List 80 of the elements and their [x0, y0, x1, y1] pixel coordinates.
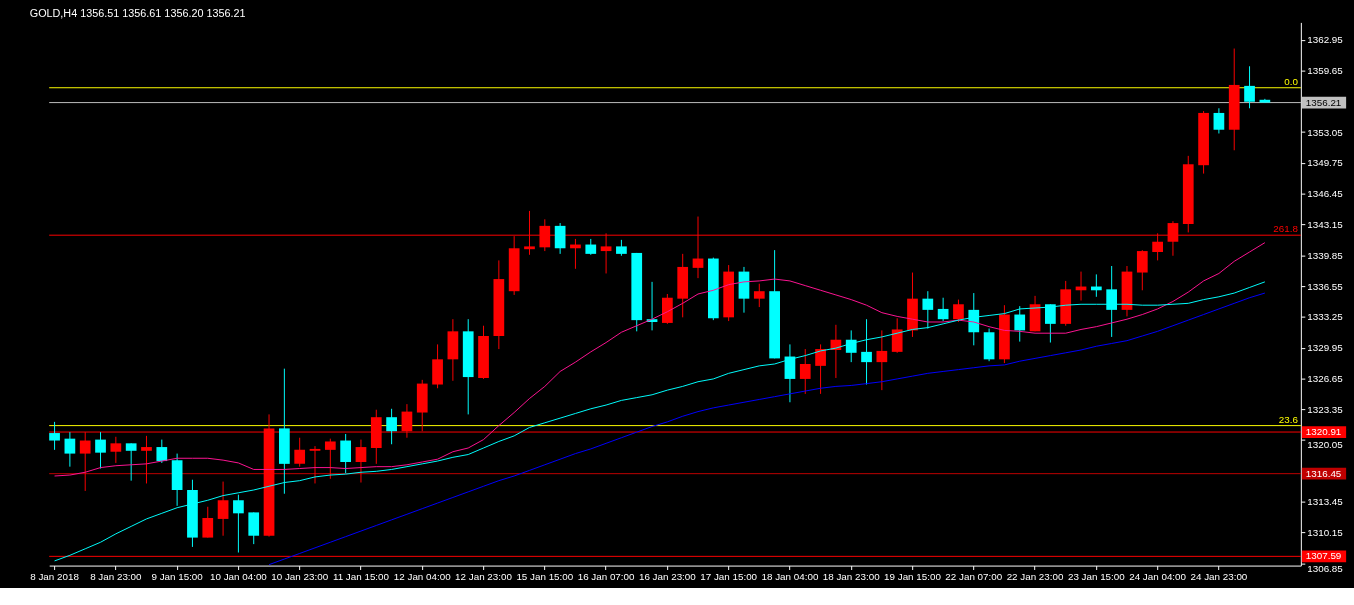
x-tick-label: 11 Jan 15:00 — [332, 570, 390, 582]
annotation: 261.8 — [1273, 223, 1299, 235]
candlestick — [876, 329, 888, 391]
candlestick — [937, 297, 949, 322]
x-tick-label: 22 Jan 07:00 — [945, 570, 1003, 582]
candlestick — [233, 494, 244, 554]
x-tick-label: 10 Jan 04:00 — [209, 570, 268, 582]
x-tick-label: 18 Jan 23:00 — [822, 570, 881, 582]
candlestick — [355, 439, 367, 484]
candlestick — [64, 431, 76, 468]
candlestick — [309, 445, 321, 484]
y-tick-label: 1306.85 — [1307, 562, 1344, 574]
y-tick-label: 1362.95 — [1307, 34, 1344, 46]
y-tick-label: 1323.35 — [1307, 403, 1344, 415]
candlestick — [125, 442, 137, 482]
y-tick-label: 1346.45 — [1307, 188, 1344, 200]
y-tick-label: 1333.25 — [1307, 311, 1344, 323]
y-tick-label: 1336.55 — [1307, 280, 1344, 292]
candlestick — [861, 318, 872, 386]
candlestick — [753, 283, 765, 308]
x-tick-label: 8 Jan 2018 — [30, 570, 80, 582]
candlestick — [141, 435, 152, 484]
candlestick — [845, 329, 857, 363]
x-tick-label: 16 Jan 23:00 — [638, 570, 697, 582]
candlestick — [799, 348, 811, 395]
candlestick — [815, 343, 826, 395]
x-tick-label: 9 Jan 15:00 — [151, 570, 204, 582]
x-tick-label: 10 Jan 23:00 — [271, 570, 329, 582]
x-tick-label: 24 Jan 04:00 — [1129, 570, 1187, 582]
y-tick-label: 1343.15 — [1307, 218, 1344, 230]
y-tick-label: 1349.75 — [1307, 157, 1344, 169]
candlestick — [156, 439, 168, 464]
candlestick — [202, 506, 214, 539]
annotation: 23.6 — [1278, 413, 1299, 425]
candlestick — [110, 436, 122, 464]
x-tick-label: 8 Jan 23:00 — [90, 570, 143, 582]
y-tick-label: 1353.05 — [1307, 126, 1344, 138]
ref-line-label: 1316.45 — [1305, 467, 1342, 479]
x-tick-label: 24 Jan 23:00 — [1190, 570, 1248, 582]
ref-line-label: 1307.59 — [1305, 550, 1342, 562]
y-tick-label: 1310.15 — [1307, 526, 1344, 538]
candlestick — [953, 299, 964, 323]
candlestick — [1045, 303, 1056, 344]
candlestick — [324, 438, 336, 480]
candlestick — [1244, 65, 1255, 109]
x-tick-label: 12 Jan 23:00 — [455, 570, 513, 582]
annotation: 0.0 — [1284, 75, 1299, 87]
candlestick — [95, 431, 106, 470]
ref-line-label: 1356.21 — [1305, 96, 1342, 108]
x-tick-label: 22 Jan 23:00 — [1006, 570, 1064, 582]
candlestick — [294, 437, 306, 468]
x-tick-label: 23 Jan 15:00 — [1067, 570, 1126, 582]
x-tick-label: 18 Jan 04:00 — [761, 570, 819, 582]
chart-title: GOLD,H4 1356.51 1356.61 1356.20 1356.21 — [29, 7, 246, 20]
line-series — [268, 292, 1266, 566]
x-tick-label: 17 Jan 15:00 — [700, 570, 758, 582]
y-tick-label: 1320.05 — [1307, 439, 1344, 451]
candlestick — [1014, 305, 1026, 343]
x-tick-label: 19 Jan 15:00 — [884, 570, 942, 582]
candlestick — [554, 222, 566, 255]
y-tick-label: 1339.85 — [1307, 249, 1344, 261]
candlestick — [49, 421, 60, 451]
x-tick-label: 15 Jan 15:00 — [516, 570, 574, 582]
ref-line-label: 1320.91 — [1305, 425, 1342, 437]
y-tick-label: 1313.45 — [1307, 496, 1344, 508]
y-tick-label: 1359.65 — [1307, 64, 1344, 76]
candlestick — [386, 408, 397, 445]
candlestick — [217, 481, 229, 537]
candlestick — [922, 290, 934, 330]
candlestick — [891, 317, 903, 354]
candlestick — [1213, 107, 1225, 134]
y-tick-label: 1329.95 — [1307, 342, 1344, 354]
candlestick — [1136, 249, 1148, 291]
x-tick-label: 16 Jan 07:00 — [577, 570, 636, 582]
x-tick-label: 12 Jan 04:00 — [393, 570, 452, 582]
y-tick-label: 1326.65 — [1307, 372, 1344, 384]
line-series — [54, 242, 1266, 477]
candlestick — [340, 433, 352, 474]
line-series — [54, 281, 1266, 562]
candlestick — [248, 511, 260, 545]
